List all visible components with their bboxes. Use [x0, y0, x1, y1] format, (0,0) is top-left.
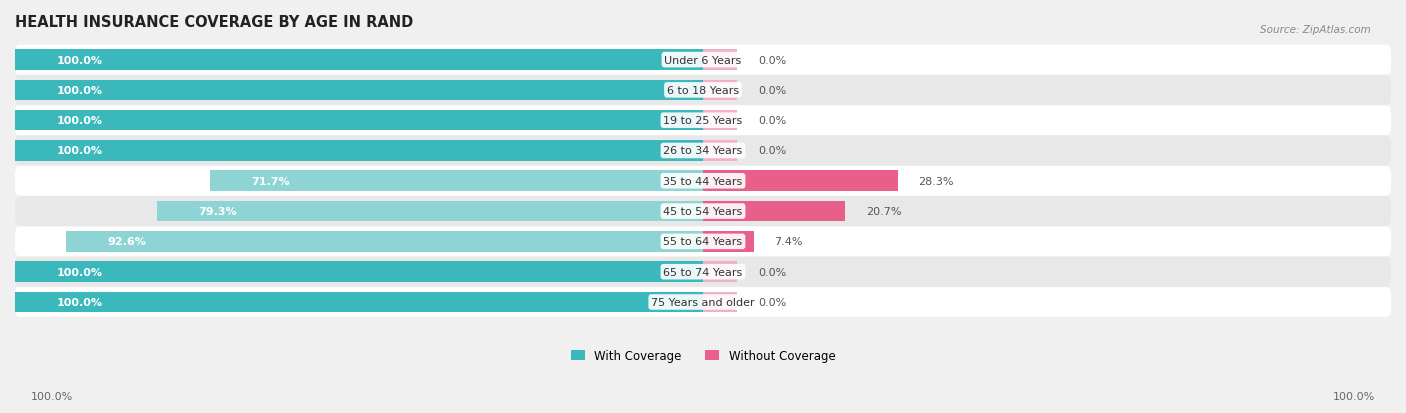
Text: 0.0%: 0.0%: [758, 55, 786, 65]
Bar: [15, 292, 703, 313]
Text: 26 to 34 Years: 26 to 34 Years: [664, 146, 742, 156]
Text: 100.0%: 100.0%: [56, 85, 103, 96]
Text: 92.6%: 92.6%: [107, 237, 146, 247]
Bar: [703, 111, 737, 131]
Text: 7.4%: 7.4%: [775, 237, 803, 247]
Bar: [209, 171, 703, 192]
Text: HEALTH INSURANCE COVERAGE BY AGE IN RAND: HEALTH INSURANCE COVERAGE BY AGE IN RAND: [15, 15, 413, 30]
Text: 45 to 54 Years: 45 to 54 Years: [664, 206, 742, 216]
FancyBboxPatch shape: [15, 106, 1391, 136]
FancyBboxPatch shape: [15, 227, 1391, 256]
Bar: [703, 81, 737, 101]
Bar: [15, 81, 703, 101]
Text: 100.0%: 100.0%: [56, 297, 103, 307]
Text: 28.3%: 28.3%: [918, 176, 953, 186]
Text: 0.0%: 0.0%: [758, 116, 786, 126]
Text: 0.0%: 0.0%: [758, 267, 786, 277]
Text: 100.0%: 100.0%: [56, 146, 103, 156]
Bar: [15, 262, 703, 282]
FancyBboxPatch shape: [15, 136, 1391, 166]
FancyBboxPatch shape: [15, 257, 1391, 287]
Bar: [703, 232, 754, 252]
FancyBboxPatch shape: [15, 45, 1391, 75]
FancyBboxPatch shape: [15, 197, 1391, 226]
FancyBboxPatch shape: [15, 76, 1391, 105]
Bar: [703, 50, 737, 71]
Text: 0.0%: 0.0%: [758, 146, 786, 156]
Bar: [703, 201, 845, 222]
Text: 71.7%: 71.7%: [252, 176, 290, 186]
Text: 35 to 44 Years: 35 to 44 Years: [664, 176, 742, 186]
Text: 6 to 18 Years: 6 to 18 Years: [666, 85, 740, 96]
Bar: [15, 111, 703, 131]
Legend: With Coverage, Without Coverage: With Coverage, Without Coverage: [565, 344, 841, 367]
Text: 100.0%: 100.0%: [56, 116, 103, 126]
Bar: [15, 50, 703, 71]
Text: 20.7%: 20.7%: [866, 206, 901, 216]
Text: 65 to 74 Years: 65 to 74 Years: [664, 267, 742, 277]
Text: 100.0%: 100.0%: [1333, 391, 1375, 401]
Bar: [703, 292, 737, 313]
Bar: [703, 141, 737, 161]
Bar: [703, 262, 737, 282]
Text: 0.0%: 0.0%: [758, 85, 786, 96]
FancyBboxPatch shape: [15, 166, 1391, 196]
FancyBboxPatch shape: [15, 287, 1391, 317]
Text: 79.3%: 79.3%: [198, 206, 238, 216]
Text: 100.0%: 100.0%: [56, 55, 103, 65]
Text: 0.0%: 0.0%: [758, 297, 786, 307]
Bar: [703, 171, 897, 192]
Text: 100.0%: 100.0%: [31, 391, 73, 401]
Bar: [66, 232, 703, 252]
Text: 19 to 25 Years: 19 to 25 Years: [664, 116, 742, 126]
Text: 55 to 64 Years: 55 to 64 Years: [664, 237, 742, 247]
Text: 75 Years and older: 75 Years and older: [651, 297, 755, 307]
Text: Under 6 Years: Under 6 Years: [665, 55, 741, 65]
Bar: [157, 201, 703, 222]
Text: Source: ZipAtlas.com: Source: ZipAtlas.com: [1260, 25, 1371, 35]
Bar: [15, 141, 703, 161]
Text: 100.0%: 100.0%: [56, 267, 103, 277]
